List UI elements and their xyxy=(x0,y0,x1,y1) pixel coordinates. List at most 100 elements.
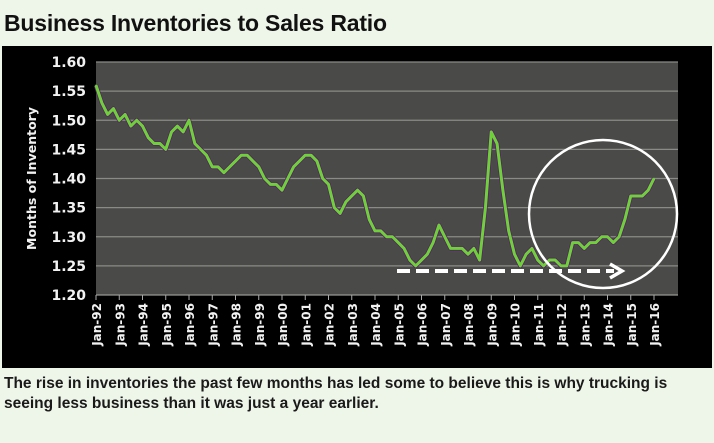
data-point xyxy=(228,166,231,168)
data-point xyxy=(629,195,632,197)
y-tick-label: 1.40 xyxy=(51,172,86,188)
x-tick-label: Jan-92 xyxy=(90,303,104,347)
data-point xyxy=(403,247,405,250)
data-point xyxy=(612,241,615,244)
data-point xyxy=(339,212,341,215)
data-point xyxy=(135,119,138,122)
data-point xyxy=(606,235,609,238)
x-tick-label: Jan-11 xyxy=(532,303,546,347)
data-point xyxy=(525,253,527,256)
y-tick-label: 1.45 xyxy=(51,142,86,158)
data-point xyxy=(269,183,272,186)
data-point xyxy=(327,183,330,186)
data-point xyxy=(362,195,365,197)
page-title: Business Inventories to Sales Ratio xyxy=(4,10,387,36)
data-point xyxy=(496,142,498,145)
x-tick-label: Jan-15 xyxy=(625,303,639,347)
x-tick-label: Jan-93 xyxy=(113,303,127,347)
data-point xyxy=(194,142,196,145)
data-point xyxy=(560,265,562,267)
data-point xyxy=(257,166,260,168)
data-point xyxy=(380,230,382,232)
data-point xyxy=(595,241,597,244)
data-point xyxy=(252,160,254,162)
data-point xyxy=(321,177,324,180)
x-tick-label: Jan-08 xyxy=(462,303,476,347)
data-point xyxy=(176,125,179,127)
data-point xyxy=(420,259,423,261)
data-point xyxy=(374,230,376,232)
data-point xyxy=(188,119,190,122)
data-point xyxy=(478,259,481,261)
data-point xyxy=(287,177,289,180)
data-point xyxy=(124,113,126,116)
arrow-head-icon xyxy=(609,262,626,280)
data-point xyxy=(234,160,237,162)
y-tick-label: 1.20 xyxy=(51,288,86,304)
data-point xyxy=(641,195,644,197)
data-point xyxy=(106,113,109,116)
x-tick-label: Jan-94 xyxy=(137,303,151,347)
data-point xyxy=(542,265,545,267)
data-point xyxy=(624,218,626,221)
data-point xyxy=(170,131,173,133)
data-point xyxy=(147,136,150,139)
data-point xyxy=(467,253,469,256)
data-point xyxy=(217,166,219,168)
data-point xyxy=(438,224,440,226)
y-tick-label: 1.60 xyxy=(51,55,86,71)
data-point xyxy=(577,241,580,244)
data-point xyxy=(414,265,417,267)
x-tick-label: Jan-12 xyxy=(555,303,569,347)
y-tick-label: 1.30 xyxy=(51,230,86,246)
x-tick-label: Jan-10 xyxy=(509,303,523,347)
data-point xyxy=(548,259,551,261)
data-point xyxy=(502,189,504,191)
x-tick-label: Jan-16 xyxy=(648,303,662,347)
data-point xyxy=(211,166,214,168)
data-point xyxy=(112,107,115,110)
data-point xyxy=(118,119,121,122)
data-point xyxy=(153,142,155,145)
data-point xyxy=(350,195,353,197)
data-point xyxy=(368,218,370,221)
data-point xyxy=(449,247,452,250)
data-point xyxy=(223,171,225,174)
data-point xyxy=(292,166,295,168)
data-point xyxy=(484,206,487,209)
x-tick-label: Jan-07 xyxy=(439,303,453,347)
x-tick-label: Jan-02 xyxy=(323,303,337,347)
caption: The rise in inventories the past few mon… xyxy=(4,375,668,412)
data-point xyxy=(571,241,574,244)
data-point xyxy=(385,235,388,238)
data-point xyxy=(531,247,533,250)
data-point xyxy=(589,241,591,244)
data-point xyxy=(391,235,394,238)
x-tick-label: Jan-98 xyxy=(230,303,244,347)
data-point xyxy=(536,259,539,261)
x-tick-label: Jan-01 xyxy=(299,303,313,347)
y-tick-label: 1.55 xyxy=(51,84,86,100)
data-point xyxy=(159,142,161,145)
data-point xyxy=(246,154,248,156)
x-tick-label: Jan-00 xyxy=(276,303,290,347)
x-tick-label: Jan-06 xyxy=(416,303,430,347)
data-point xyxy=(409,259,411,261)
data-point xyxy=(519,265,522,267)
x-tick-label: Jan-99 xyxy=(253,303,267,347)
data-point xyxy=(345,201,347,203)
data-point xyxy=(281,189,283,191)
data-point xyxy=(443,235,446,238)
x-tick-label: Jan-97 xyxy=(206,303,220,347)
data-point xyxy=(513,253,516,256)
x-tick-label: Jan-13 xyxy=(578,303,592,347)
x-tick-label: Jan-95 xyxy=(160,303,174,347)
data-point xyxy=(101,101,103,104)
data-point xyxy=(141,125,144,127)
x-tick-label: Jan-03 xyxy=(346,303,360,347)
data-point xyxy=(455,247,458,250)
data-point xyxy=(600,235,603,238)
data-point xyxy=(461,247,463,250)
data-point xyxy=(310,154,312,156)
data-point xyxy=(263,177,266,180)
